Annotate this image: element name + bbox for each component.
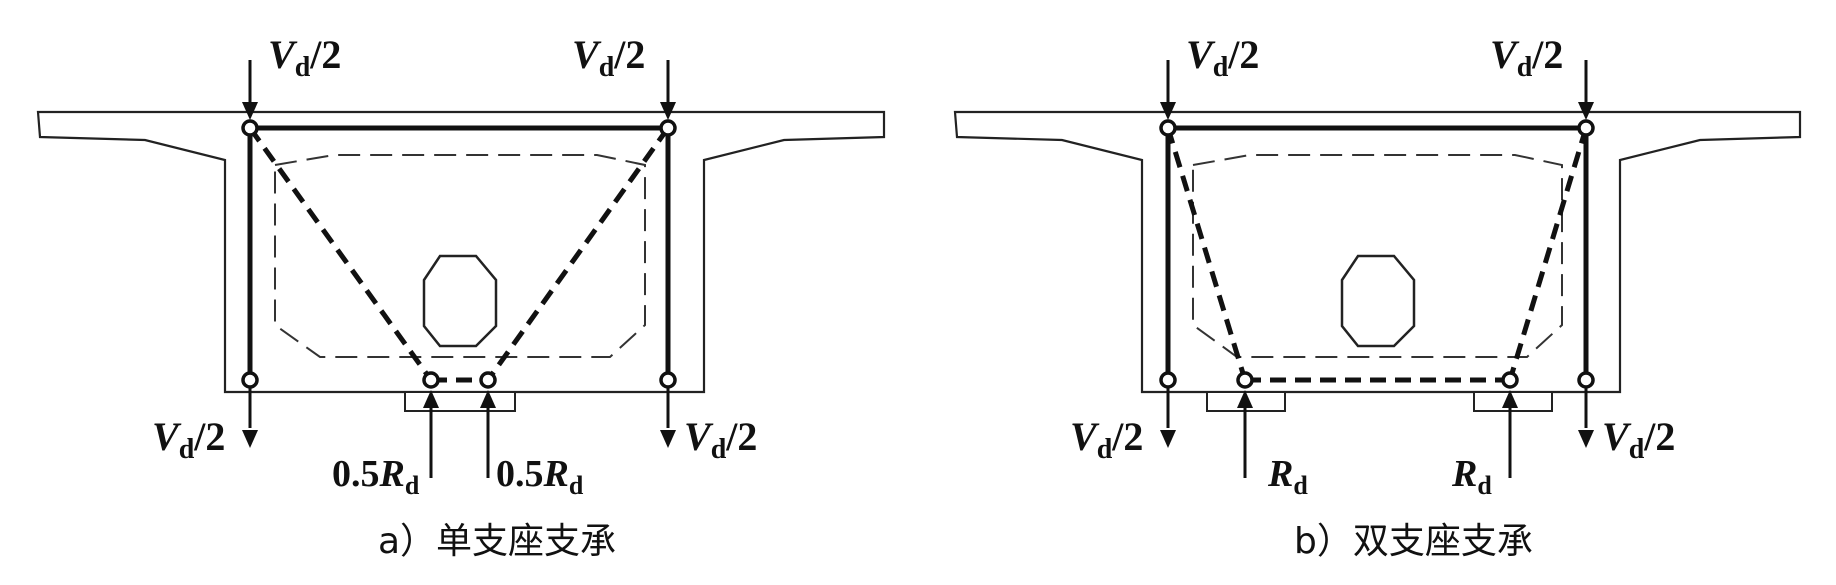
panel-b: Vd/2 Vd/2 Vd/2 Vd/2 Rd Rd b）双支座支承 [953,32,1802,562]
label-reaction-right: 0.5Rd [496,453,584,500]
node-bottom-right [659,371,677,389]
box-girder-outline [953,110,1802,394]
right-inclined-strut [1507,127,1589,381]
node-bearing-right [479,371,497,389]
node-bottom-left [241,371,259,389]
diaphragm-hollow-outline [1192,154,1563,358]
caption-b: b）双支座支承 [1294,521,1533,562]
left-inclined-strut [247,126,434,382]
label-top-right-load: Vd/2 [572,32,645,83]
label-reaction-left: Rd [1267,453,1308,500]
node-bearing-right [1501,371,1519,389]
node-top-left [1159,119,1177,137]
panel-a: Vd/2 Vd/2 Vd/2 Vd/2 0.5Rd 0.5Rd a）单支座支承 [36,32,886,562]
bearing-pad [404,391,516,412]
node-bearing-left [422,371,440,389]
caption-a: a）单支座支承 [378,521,616,562]
label-bottom-left-load: Vd/2 [1070,414,1143,465]
node-bearing-left [1236,371,1254,389]
label-bottom-right-load: Vd/2 [684,414,757,465]
label-top-left-load: Vd/2 [268,32,341,83]
right-inclined-strut [485,126,671,382]
node-top-right [1577,119,1595,137]
label-bottom-left-load: Vd/2 [152,414,225,465]
label-top-right-load: Vd/2 [1490,32,1563,83]
left-inclined-strut [1165,127,1248,381]
label-top-left-load: Vd/2 [1186,32,1259,83]
node-bottom-left [1159,371,1177,389]
box-girder-outline [36,110,886,394]
node-bottom-right [1577,371,1595,389]
label-reaction-right: Rd [1451,453,1492,500]
manhole-opening [1340,254,1416,348]
diaphragm-hollow-outline [274,154,646,358]
node-top-left [241,119,259,137]
node-top-right [659,119,677,137]
label-bottom-right-load: Vd/2 [1602,414,1675,465]
manhole-opening [422,254,498,348]
label-reaction-left: 0.5Rd [332,453,420,500]
